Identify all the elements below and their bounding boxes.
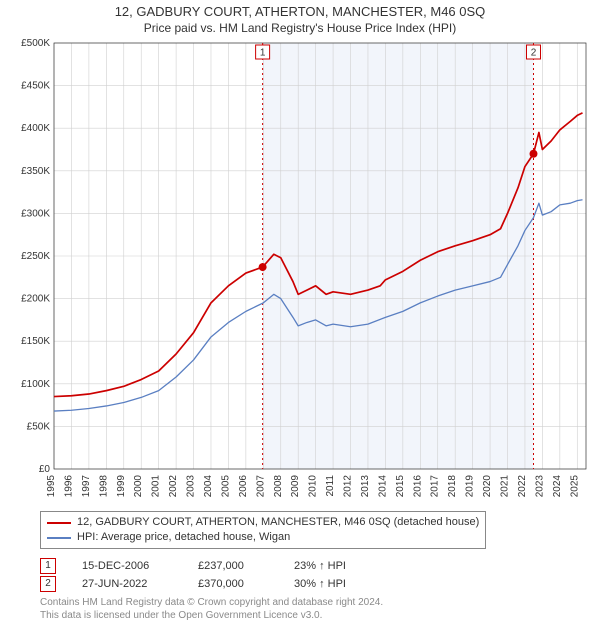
svg-text:2008: 2008 [273, 475, 284, 498]
svg-text:2016: 2016 [412, 475, 423, 498]
svg-text:2011: 2011 [325, 475, 336, 497]
svg-text:£0: £0 [39, 464, 51, 475]
credit-line: This data is licensed under the Open Gov… [40, 610, 588, 622]
legend-item: HPI: Average price, detached house, Wiga… [47, 530, 479, 545]
svg-text:2000: 2000 [133, 475, 144, 498]
svg-text:2003: 2003 [186, 475, 197, 498]
svg-text:£400K: £400K [21, 123, 50, 134]
svg-text:£150K: £150K [21, 336, 50, 347]
event-date: 27-JUN-2022 [82, 575, 172, 593]
event-marker: 1 [40, 558, 56, 574]
event-marker: 2 [40, 576, 56, 592]
svg-text:2020: 2020 [482, 475, 493, 498]
legend-label: 12, GADBURY COURT, ATHERTON, MANCHESTER,… [77, 515, 479, 530]
svg-text:2023: 2023 [534, 475, 545, 498]
svg-text:£300K: £300K [21, 208, 50, 219]
chart-subtitle: Price paid vs. HM Land Registry's House … [8, 21, 592, 35]
svg-text:1998: 1998 [98, 475, 109, 498]
svg-text:2014: 2014 [377, 475, 388, 498]
svg-text:2018: 2018 [447, 475, 458, 498]
svg-text:2007: 2007 [255, 475, 266, 498]
svg-text:2005: 2005 [220, 475, 231, 498]
svg-text:2012: 2012 [343, 475, 354, 498]
svg-text:1996: 1996 [63, 475, 74, 498]
event-row: 2 27-JUN-2022 £370,000 30% ↑ HPI [40, 575, 588, 593]
svg-text:£500K: £500K [21, 39, 50, 49]
legend-swatch [47, 522, 71, 524]
svg-text:£50K: £50K [27, 421, 51, 432]
svg-text:2001: 2001 [151, 475, 162, 498]
svg-text:2017: 2017 [430, 475, 441, 498]
svg-text:2009: 2009 [290, 475, 301, 498]
svg-text:2010: 2010 [308, 475, 319, 498]
chart-canvas: £0 £50K £100K £150K £200K £250K £300K £350K £400… [8, 39, 592, 505]
svg-text:2013: 2013 [360, 475, 371, 498]
event-price: £370,000 [198, 575, 268, 593]
svg-text:£200K: £200K [21, 294, 50, 305]
svg-text:1995: 1995 [46, 475, 57, 498]
legend-item: 12, GADBURY COURT, ATHERTON, MANCHESTER,… [47, 515, 479, 530]
svg-text:2019: 2019 [465, 475, 476, 498]
credit-text: Contains HM Land Registry data © Crown c… [40, 597, 588, 622]
credit-line: Contains HM Land Registry data © Crown c… [40, 597, 588, 610]
svg-text:2021: 2021 [500, 475, 511, 498]
legend-label: HPI: Average price, detached house, Wiga… [77, 530, 290, 545]
svg-text:2002: 2002 [168, 475, 179, 498]
svg-text:2024: 2024 [552, 475, 563, 498]
svg-text:£450K: £450K [21, 81, 50, 92]
svg-text:2025: 2025 [569, 475, 580, 498]
legend-swatch [47, 537, 71, 539]
svg-text:2006: 2006 [238, 475, 249, 498]
svg-text:2022: 2022 [517, 475, 528, 498]
svg-text:£350K: £350K [21, 166, 50, 177]
svg-text:£100K: £100K [21, 379, 50, 390]
event-table: 115-DEC-2006£237,00023% ↑ HPI227-JUN-202… [40, 557, 588, 593]
svg-text:2015: 2015 [395, 475, 406, 498]
svg-text:1999: 1999 [116, 475, 127, 498]
chart-title: 12, GADBURY COURT, ATHERTON, MANCHESTER,… [8, 4, 592, 19]
svg-text:2: 2 [531, 48, 537, 59]
svg-text:£250K: £250K [21, 251, 50, 262]
svg-text:1: 1 [260, 48, 266, 59]
svg-text:2004: 2004 [203, 475, 214, 498]
event-delta: 30% ↑ HPI [294, 575, 346, 593]
legend: 12, GADBURY COURT, ATHERTON, MANCHESTER,… [40, 511, 486, 549]
svg-text:1997: 1997 [81, 475, 92, 498]
